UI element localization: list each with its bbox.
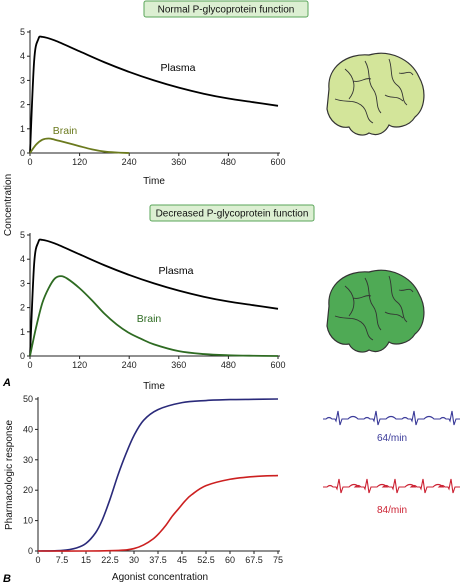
x-tick-label: 360 (171, 360, 186, 370)
chart-decreased-x-axis-label: Time (143, 381, 165, 392)
x-tick-label: 7.5 (56, 555, 69, 565)
y-tick-label: 40 (23, 424, 33, 434)
chart-decreased-brain-line (29, 275, 279, 357)
y-tick-label: 50 (23, 394, 33, 404)
x-tick-label: 120 (72, 360, 87, 370)
chart-normal-title-box (143, 0, 309, 18)
x-tick-label: 480 (221, 157, 236, 167)
chart-normal-title: Normal P-glycoprotein function (158, 5, 295, 16)
chart-dose-response-red-curve (37, 474, 279, 552)
chart-normal: Normal P-glycoprotein function 0 120 240 36… (20, 0, 309, 187)
chart-dose-response-y-axis-label: Pharmacologic response (4, 420, 15, 530)
y-tick-label: 1 (20, 124, 25, 134)
x-tick-label: 37.5 (149, 555, 167, 565)
x-tick-label: 0 (27, 157, 32, 167)
chart-normal-plasma-line (29, 35, 279, 154)
y-tick-label: 4 (20, 254, 25, 264)
y-tick-label: 30 (23, 455, 33, 465)
y-tick-label: 0 (20, 351, 25, 361)
ecg-rate-bottom: 84/min (377, 505, 407, 516)
x-tick-label: 30 (129, 555, 139, 565)
y-tick-label: 0 (28, 546, 33, 556)
x-tick-label: 0 (27, 360, 32, 370)
x-tick-label: 0 (35, 555, 40, 565)
chart-decreased-title-box (149, 204, 315, 222)
y-tick-label: 20 (23, 485, 33, 495)
chart-dose-response: 0 7.5 15 22.5 30 37.5 45 52.5 60 67.5 75 0 10 20 30 40 5… (4, 394, 283, 583)
chart-dose-response-ticks: 0 7.5 15 22.5 30 37.5 45 52.5 60 67.5 75 0 10 20 30 40 5… (23, 394, 283, 565)
chart-decreased-ticks: 0 120 240 360 480 600 0 1 2 3 4 5 (20, 230, 286, 370)
y-tick-label: 5 (20, 230, 25, 240)
x-tick-label: 600 (270, 157, 285, 167)
x-tick-label: 360 (171, 157, 186, 167)
chart-dose-response-axes (37, 397, 280, 552)
chart-normal-ticks: 0 120 240 360 480 600 0 1 2 3 4 5 (20, 27, 286, 167)
x-tick-label: 45 (177, 555, 187, 565)
x-tick-label: 240 (122, 157, 137, 167)
chart-normal-brain-line (29, 137, 130, 154)
ecg-trace-top: 64/min (323, 410, 460, 444)
chart-normal-plasma-label: Plasma (160, 62, 195, 74)
shared-y-axis-label: Concentration (3, 174, 14, 236)
chart-decreased-title: Decreased P-glycoprotein function (156, 209, 309, 220)
chart-decreased-axes (29, 233, 280, 357)
chart-normal-x-axis-label: Time (143, 176, 165, 187)
chart-decreased-plasma-line (29, 238, 279, 357)
x-tick-label: 480 (221, 360, 236, 370)
x-tick-label: 22.5 (101, 555, 119, 565)
ecg-rate-top: 64/min (377, 433, 407, 444)
y-tick-label: 3 (20, 75, 25, 85)
y-tick-label: 1 (20, 327, 25, 337)
x-tick-label: 75 (273, 555, 283, 565)
panel-letter-b: B (3, 573, 11, 585)
x-tick-label: 67.5 (245, 555, 263, 565)
chart-decreased: Decreased P-glycoprotein function 0 120 24… (20, 204, 315, 392)
chart-dose-response-blue-curve (37, 398, 279, 552)
y-tick-label: 3 (20, 278, 25, 288)
chart-decreased-plasma-label: Plasma (158, 265, 193, 277)
brain-icon (326, 52, 425, 136)
chart-normal-brain-label: Brain (53, 125, 78, 137)
x-tick-label: 52.5 (197, 555, 215, 565)
x-tick-label: 240 (122, 360, 137, 370)
x-tick-label: 60 (225, 555, 235, 565)
y-tick-label: 4 (20, 51, 25, 61)
panel-letter-a: A (2, 377, 11, 389)
chart-dose-response-x-axis-label: Agonist concentration (112, 572, 208, 583)
ecg-trace-bottom: 84/min (323, 478, 460, 516)
y-tick-label: 5 (20, 27, 25, 37)
x-tick-label: 120 (72, 157, 87, 167)
x-tick-label: 15 (81, 555, 91, 565)
y-tick-label: 2 (20, 100, 25, 110)
x-tick-label: 600 (270, 360, 285, 370)
brain-icon (326, 269, 425, 353)
y-tick-label: 0 (20, 148, 25, 158)
y-tick-label: 10 (23, 516, 33, 526)
y-tick-label: 2 (20, 303, 25, 313)
chart-decreased-brain-label: Brain (137, 313, 162, 325)
